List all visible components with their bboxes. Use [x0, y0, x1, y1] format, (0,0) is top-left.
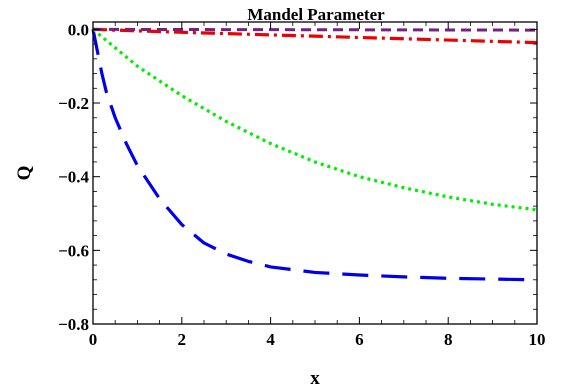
y-tick-label: −0.8: [58, 315, 89, 334]
x-tick-label: 2: [178, 330, 187, 349]
x-tick-label: 10: [529, 330, 546, 349]
x-axis-title: x: [310, 368, 320, 389]
chart-title: Mandel Parameter: [247, 5, 385, 24]
series-1-line: [91, 29, 538, 282]
x-tick-label: 6: [355, 330, 364, 349]
x-tick-label: 8: [444, 330, 453, 349]
axis-layer: 0 2 4 6 8 10 0.0 −0.2 −0.4 −0.6 −0.8: [58, 20, 545, 349]
y-tick-label: −0.2: [58, 94, 89, 113]
x-tick-label: 4: [266, 330, 275, 349]
y-tick-label: −0.4: [58, 168, 89, 187]
series-layer: [91, 27, 538, 282]
x-tick-label: 0: [89, 330, 98, 349]
series-2-line: [91, 28, 538, 212]
series-3-line: [92, 27, 538, 45]
y-axis-title: Q: [14, 166, 35, 181]
series-4-line: [92, 27, 538, 32]
y-tick-label: −0.6: [58, 241, 89, 260]
y-tick-label: 0.0: [68, 20, 89, 39]
